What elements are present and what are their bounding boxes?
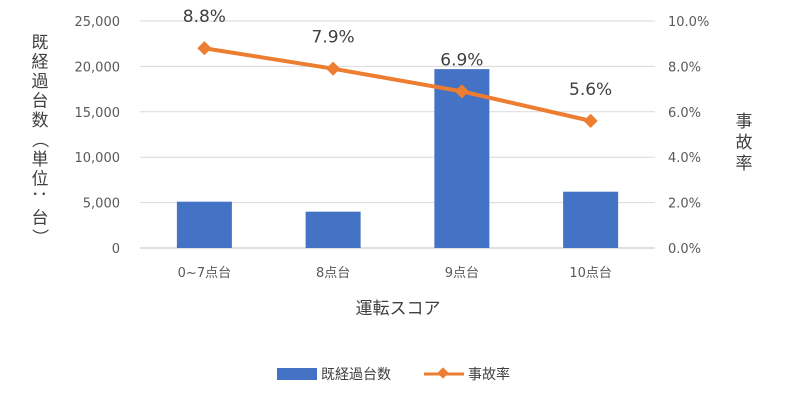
line-marker <box>583 113 598 128</box>
right-axis-title-char: 故 <box>736 133 753 153</box>
bar-series <box>176 69 619 249</box>
data-label: 8.8% <box>183 7 226 27</box>
right-axis-title-char: 率 <box>736 154 753 174</box>
legend-line-marker <box>437 367 449 379</box>
legend-bar-swatch <box>277 368 317 380</box>
x-axis-title: 運転スコア <box>356 299 441 319</box>
legend: 既経過台数 事故率 <box>277 366 510 383</box>
right-tick-label: 10.0% <box>668 15 709 30</box>
category-label: 10点台 <box>569 266 612 281</box>
left-axis-title-char: 台 <box>32 209 49 229</box>
left-axis-title-char: 台 <box>32 92 49 112</box>
left-tick-label: 15,000 <box>75 106 121 121</box>
data-label: 7.9% <box>312 28 355 48</box>
right-tick-label: 0.0% <box>668 242 701 257</box>
left-tick-label: 5,000 <box>83 197 120 212</box>
right-tick-label: 8.0% <box>668 60 701 75</box>
bar <box>305 211 361 248</box>
legend-bar-label: 既経過台数 <box>321 367 391 383</box>
left-axis-title-char: ： <box>29 190 49 207</box>
data-label: 6.9% <box>440 50 483 70</box>
category-label: 8点台 <box>316 266 350 281</box>
right-axis-title-char: 事 <box>736 112 753 132</box>
left-tick-label: 10,000 <box>75 151 121 166</box>
left-tick-label: 0 <box>112 242 120 257</box>
legend-line-label: 事故率 <box>468 366 510 383</box>
left-axis-title-char: 既 <box>32 33 49 53</box>
left-tick-label: 25,000 <box>75 15 121 30</box>
left-axis-title-char: （ <box>29 131 49 148</box>
right-tick-label: 2.0% <box>668 197 701 212</box>
left-axis-title-char: 経 <box>32 53 49 73</box>
line-marker <box>326 61 341 76</box>
line-marker <box>454 84 469 99</box>
left-axis-title-char: 過 <box>32 72 49 92</box>
left-axis-title-char: 単 <box>32 150 49 170</box>
left-axis-ticks: 0 5,000 10,000 15,000 20,000 25,000 <box>75 15 121 257</box>
right-tick-label: 4.0% <box>668 151 701 166</box>
line-marker <box>197 41 212 56</box>
left-axis-title-char: ） <box>29 229 49 246</box>
left-tick-label: 20,000 <box>75 60 121 75</box>
right-tick-label: 6.0% <box>668 106 701 121</box>
line-path <box>204 46 592 123</box>
line-series: 8.8% 7.9% 6.9% 5.6% <box>183 7 612 128</box>
category-label: 9点台 <box>445 266 479 281</box>
data-label: 5.6% <box>569 80 612 100</box>
bar <box>563 191 619 248</box>
left-axis-title-char: 数 <box>32 111 49 131</box>
category-labels: 0~7点台 8点台 9点台 10点台 <box>178 266 612 281</box>
left-axis-title: 既経過台数（単位：台） <box>29 33 49 246</box>
bar <box>176 201 232 248</box>
left-axis-title-char: 位 <box>32 170 49 190</box>
category-label: 0~7点台 <box>178 266 231 281</box>
right-axis-ticks: 0.0% 2.0% 4.0% 6.0% 8.0% 10.0% <box>668 15 709 257</box>
right-axis-title: 事故率 <box>736 112 753 174</box>
bar <box>434 69 490 249</box>
